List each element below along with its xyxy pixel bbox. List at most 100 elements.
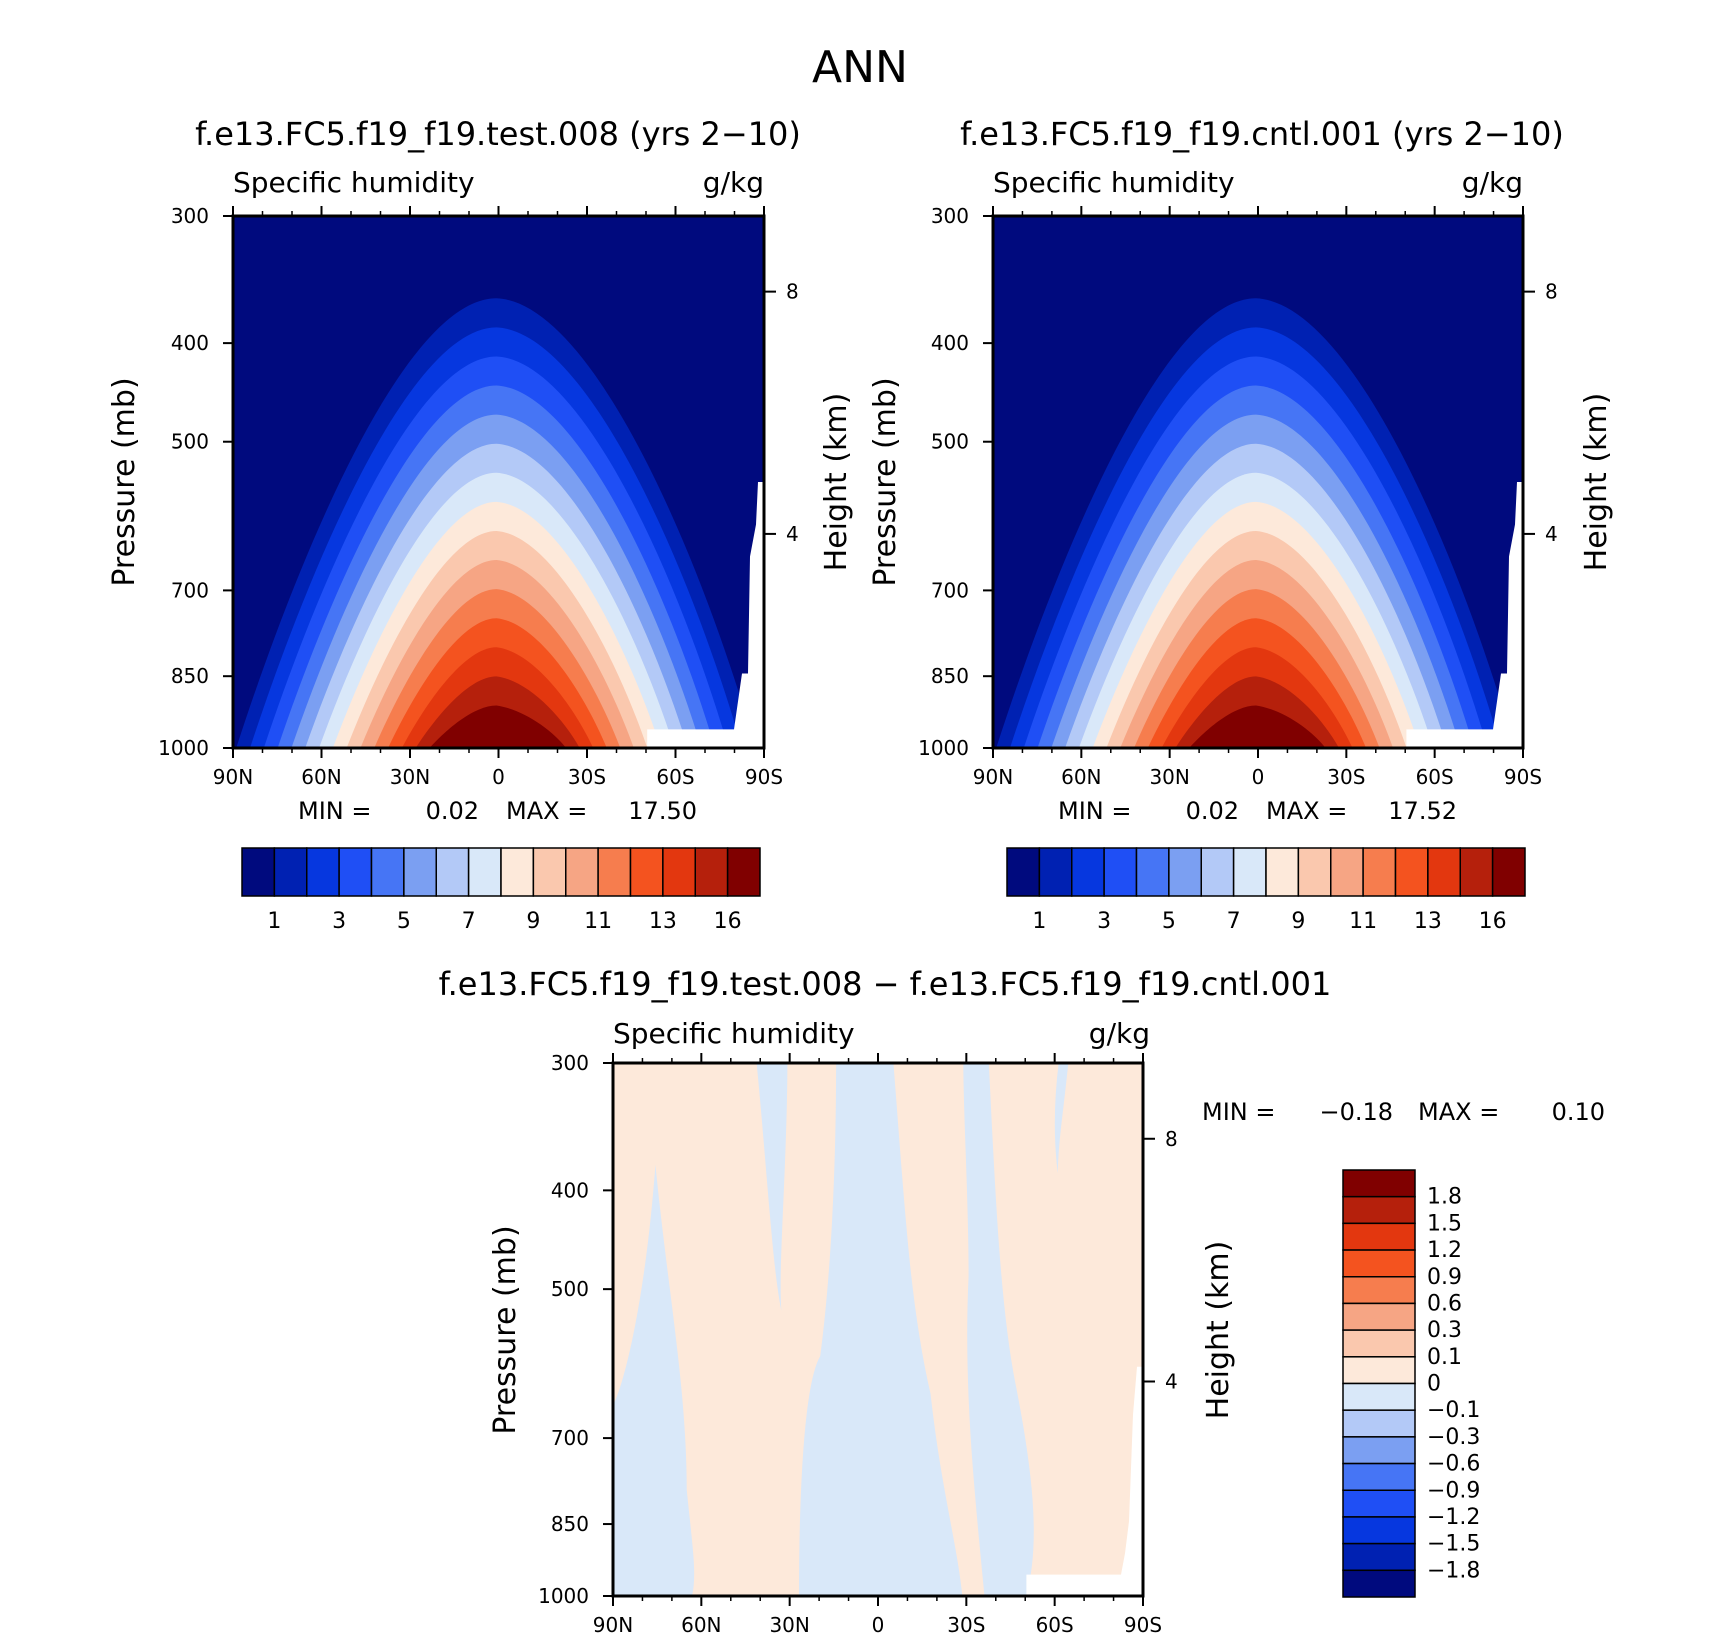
max-value: 17.52 (1388, 797, 1457, 825)
colorbar-swatch (1362, 847, 1397, 897)
x-tick-label: 30N (769, 1613, 809, 1636)
colorbar-swatch (1342, 1169, 1416, 1198)
variable-label: Specific humidity (233, 166, 475, 199)
variable-label: Specific humidity (993, 166, 1235, 199)
x-tick-label: 90S (745, 765, 783, 789)
contour-band (1189, 705, 1326, 748)
y-right-tick-label: 8 (786, 280, 799, 304)
y-right-tick-label: 4 (1165, 1370, 1178, 1394)
y-tick-label: 850 (171, 664, 209, 688)
contour-field (993, 216, 1523, 748)
x-tick-label: 30S (1327, 765, 1365, 789)
x-tick-label: 90S (1124, 1613, 1162, 1636)
x-tick-label: 60N (301, 765, 341, 789)
colorbar-label: 13 (649, 909, 677, 934)
y-tick-label: 850 (551, 1512, 589, 1536)
x-tick-label: 30N (1149, 765, 1189, 789)
contour-band (429, 705, 567, 748)
x-tick-label: 60N (1061, 765, 1101, 789)
colorbar-swatch (467, 847, 502, 897)
variable-label: Specific humidity (613, 1017, 855, 1050)
y-tick-label: 400 (931, 331, 969, 355)
y-axis-right-label: Height (km) (1201, 1241, 1236, 1420)
max-label: MAX = (1266, 797, 1347, 825)
colorbar-label: 9 (1291, 909, 1305, 934)
contour-band (756, 1063, 788, 1319)
x-tick-label: 30S (947, 1613, 985, 1636)
colorbar-label: 11 (584, 909, 612, 934)
colorbar-label: −1.8 (1427, 1558, 1480, 1583)
colorbar-swatch (1394, 847, 1429, 897)
units-label: g/kg (1462, 166, 1523, 199)
y-axis-label: Pressure (mb) (488, 1225, 523, 1434)
plot-axes: 90N 60N 30N 0 30S 60S 90S 300 400 500 700 850 1000 8 4 (158, 204, 799, 789)
missing-data-region (1026, 1366, 1143, 1596)
colorbar-swatch (1459, 847, 1494, 897)
panel-title: f.e13.FC5.f19_f19.test.008 (yrs 2−10) (195, 115, 801, 153)
y-axis-right-label: Height (km) (1579, 393, 1614, 572)
x-tick-label: 90N (213, 765, 253, 789)
colorbar-swatch (1330, 847, 1364, 897)
colorbar-swatch (1342, 1542, 1416, 1572)
colorbar-swatch (1297, 847, 1332, 897)
y-tick-label: 1000 (918, 736, 969, 760)
y-axis-right-label: Height (km) (819, 393, 854, 572)
y-tick-label: 500 (551, 1277, 589, 1301)
contour-band (962, 1063, 1035, 1596)
colorbar-label: 0 (1427, 1372, 1441, 1397)
max-value: 17.50 (628, 797, 697, 825)
min-value: −0.18 (1319, 1098, 1393, 1126)
y-tick-label: 850 (931, 664, 969, 688)
contour-line (755, 1063, 789, 1319)
colorbar-swatch (1342, 1436, 1416, 1465)
panel-title: f.e13.FC5.f19_f19.test.008 − f.e13.FC5.f… (439, 965, 1332, 1003)
panel-difference: f.e13.FC5.f19_f19.test.008 − f.e13.FC5.f… (439, 965, 1605, 1636)
colorbar-swatch (1342, 1489, 1416, 1518)
colorbar-swatch (1071, 847, 1105, 897)
min-value: 0.02 (1186, 797, 1239, 825)
max-label: MAX = (506, 797, 587, 825)
x-tick-label: 0 (872, 1613, 885, 1636)
colorbar-label: 9 (526, 909, 540, 934)
panel-test: f.e13.FC5.f19_f19.test.008 (yrs 2−10) Sp… (107, 115, 854, 934)
colorbar-swatch (1491, 847, 1526, 897)
colorbar-swatch (1342, 1195, 1416, 1225)
colorbar-swatch (1265, 847, 1300, 897)
x-tick-label: 0 (1252, 765, 1265, 789)
contour-band (613, 1158, 695, 1596)
min-value: 0.02 (426, 797, 479, 825)
units-label: g/kg (1089, 1017, 1150, 1050)
colorbar-swatch (403, 847, 437, 897)
y-right-tick-label: 4 (1545, 522, 1558, 546)
colorbar-swatch (1342, 1409, 1416, 1438)
colorbar-swatch (1342, 1302, 1416, 1331)
contour-line (797, 1063, 964, 1596)
y-tick-label: 700 (551, 1426, 589, 1450)
colorbar-swatch (1342, 1222, 1416, 1251)
colorbar-swatch (726, 847, 761, 897)
colorbar-label: −0.1 (1427, 1398, 1480, 1423)
colorbar-label: 11 (1349, 909, 1377, 934)
colorbar-label: 1.5 (1427, 1211, 1462, 1236)
y-right-tick-label: 4 (786, 522, 799, 546)
plot-axes: 90N 60N 30N 0 30S 60S 90S 300 400 500 700 850 1000 8 4 (918, 204, 1558, 789)
y-tick-label: 300 (171, 204, 209, 228)
colorbar-swatch (1342, 1462, 1416, 1491)
colorbar-label: 1 (1032, 909, 1046, 934)
colorbar-label: 3 (332, 909, 346, 934)
colorbar-swatch (1135, 847, 1170, 897)
colorbar-label: −1.5 (1427, 1532, 1480, 1557)
colorbar-label: 7 (1227, 909, 1241, 934)
colorbar-swatch (694, 847, 729, 897)
y-tick-label: 1000 (538, 1584, 589, 1608)
colorbar-swatch (1103, 847, 1138, 897)
min-label: MIN = (1202, 1098, 1275, 1126)
contour-line (962, 1063, 1035, 1596)
colorbar: 1 3 5 7 9 11 13 16 (241, 847, 761, 934)
colorbar-label: 1.2 (1427, 1238, 1462, 1263)
colorbar-swatch (1232, 847, 1267, 897)
figure-title: ANN (812, 42, 908, 93)
colorbar-swatch (370, 847, 405, 897)
colorbar-label: −0.6 (1427, 1452, 1480, 1477)
y-tick-label: 300 (551, 1051, 589, 1075)
